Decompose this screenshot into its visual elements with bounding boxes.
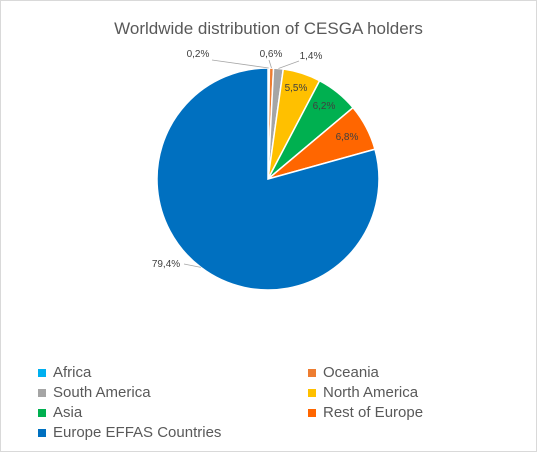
legend-label: Rest of Europe xyxy=(323,404,424,421)
pie-slices xyxy=(156,67,380,291)
leader-lines xyxy=(183,59,300,268)
data-label: 0,6% xyxy=(260,49,283,60)
data-label: 6,8% xyxy=(336,132,359,143)
leader-line xyxy=(268,59,272,69)
pie-slice-europe-effas-countries xyxy=(156,67,380,291)
legend-item-asia: Asia xyxy=(38,403,308,422)
legend-item-europe-effas-countries: Europe EFFAS Countries xyxy=(38,423,308,442)
legend-swatch xyxy=(38,428,46,437)
legend-item-africa: Africa xyxy=(38,363,308,382)
chart-title: Worldwide distribution of CESGA holders xyxy=(114,19,423,38)
legend-label: Africa xyxy=(53,364,92,381)
legend-label: North America xyxy=(323,384,419,401)
leader-line xyxy=(211,59,269,69)
legend-swatch xyxy=(308,388,316,397)
legend-label: Asia xyxy=(53,404,83,421)
legend-swatch xyxy=(308,368,316,377)
legend-item-south-america: South America xyxy=(38,383,308,402)
leader-line xyxy=(183,263,201,268)
legend-swatch xyxy=(38,408,46,417)
legend-swatch xyxy=(308,408,316,417)
legend-label: Oceania xyxy=(323,364,379,381)
legend: Africa Oceania South America North America A… xyxy=(38,363,498,442)
data-label: 1,4% xyxy=(300,51,323,62)
data-label: 0,2% xyxy=(187,49,210,60)
data-label: 79,4% xyxy=(152,259,180,270)
data-labels: 0,2% 0,6% 1,4% 5,5% 6,2% 6,8% 79,4% xyxy=(152,49,359,270)
legend-item-north-america: North America xyxy=(308,383,498,402)
legend-swatch xyxy=(38,388,46,397)
legend-label: South America xyxy=(53,384,151,401)
legend-swatch xyxy=(38,368,46,377)
legend-item-oceania: Oceania xyxy=(308,363,498,382)
leader-line xyxy=(278,60,300,69)
data-label: 5,5% xyxy=(285,83,308,94)
legend-item-rest-of-europe: Rest of Europe xyxy=(308,403,498,422)
legend-label: Europe EFFAS Countries xyxy=(53,424,222,441)
data-label: 6,2% xyxy=(313,101,336,112)
